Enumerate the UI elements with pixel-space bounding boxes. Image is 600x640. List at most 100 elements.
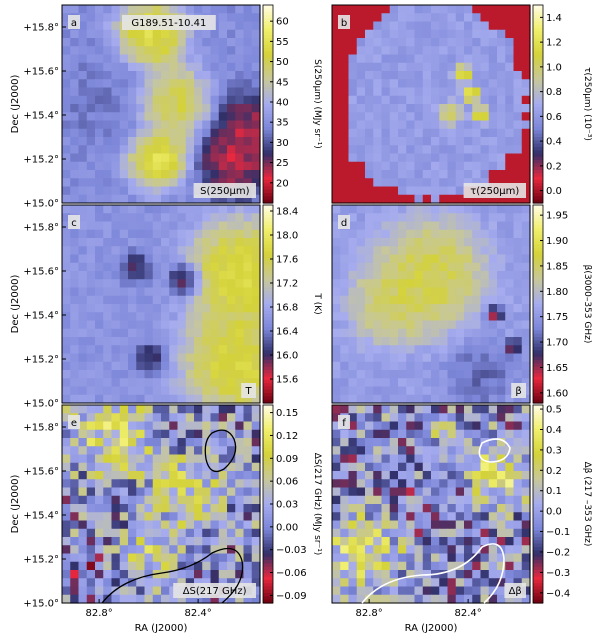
heatmap-cell <box>62 454 71 464</box>
x-axis-label: RA (J2000) <box>135 623 188 634</box>
colorbar-segment <box>533 21 543 26</box>
heatmap-cell <box>62 271 71 280</box>
heatmap-cell <box>202 79 212 89</box>
heatmap-cell <box>521 128 531 138</box>
heatmap-cell <box>389 537 399 546</box>
heatmap-cell <box>177 495 187 505</box>
heatmap-cell <box>497 295 506 305</box>
heatmap-cell <box>365 545 374 555</box>
heatmap-cell <box>62 112 71 122</box>
heatmap-cell <box>103 137 113 146</box>
heatmap-cell <box>505 337 515 346</box>
heatmap-cell <box>356 337 366 346</box>
heatmap-cell <box>62 504 71 513</box>
colorbar-tick-label: 35 <box>276 118 289 129</box>
heatmap-cell <box>86 145 96 155</box>
heatmap-cell <box>447 520 457 530</box>
heatmap-cell <box>161 271 170 280</box>
heatmap-cell <box>356 438 366 447</box>
heatmap-cell <box>373 79 383 89</box>
colorbar-segment <box>533 290 543 295</box>
colorbar-segment <box>533 540 543 545</box>
heatmap-cell <box>439 271 449 280</box>
heatmap-cell <box>194 528 203 538</box>
heatmap-cell <box>480 487 490 497</box>
heatmap-cell <box>128 87 137 97</box>
heatmap-cell <box>398 328 407 338</box>
heatmap-cell <box>348 421 358 431</box>
heatmap-cell <box>439 213 449 223</box>
heatmap-cell <box>169 254 179 264</box>
heatmap-cell <box>381 361 391 371</box>
heatmap-cell <box>447 194 457 204</box>
heatmap-cell <box>422 79 432 89</box>
heatmap-cell <box>210 553 220 563</box>
heatmap-cell <box>480 553 490 563</box>
heatmap-cell <box>497 120 506 130</box>
heatmap-cell <box>235 320 245 330</box>
heatmap-cell <box>185 446 195 456</box>
heatmap-cell <box>95 205 104 214</box>
heatmap-cell <box>78 238 88 247</box>
heatmap-cell <box>439 454 449 464</box>
heatmap-cell <box>86 471 96 480</box>
heatmap-cell <box>202 337 212 346</box>
heatmap-cell <box>194 345 203 355</box>
heatmap-cell <box>227 553 236 563</box>
heatmap-cell <box>497 370 506 379</box>
heatmap-cell <box>447 553 457 563</box>
heatmap-cell <box>422 512 432 522</box>
heatmap-cell <box>169 561 179 571</box>
heatmap-cell <box>177 438 187 447</box>
colorbar-segment <box>263 556 273 561</box>
colorbar-segment <box>533 189 543 194</box>
heatmap-cell <box>472 320 482 330</box>
heatmap-cell <box>422 545 432 555</box>
heatmap-cell <box>251 178 261 188</box>
heatmap-cell <box>235 29 245 39</box>
heatmap-cell <box>202 512 212 522</box>
y-tick-label: +15.8° <box>23 223 59 234</box>
heatmap-cell <box>340 137 350 146</box>
heatmap-cell <box>152 361 162 371</box>
heatmap-cell <box>243 487 253 497</box>
heatmap-cell <box>332 38 341 47</box>
colorbar-segment <box>533 231 543 236</box>
heatmap-cell <box>119 446 129 456</box>
heatmap-cell <box>332 479 341 489</box>
heatmap-cell <box>497 145 506 155</box>
heatmap-cell <box>497 46 506 56</box>
heatmap-cell <box>152 153 162 163</box>
heatmap-cell <box>488 405 498 414</box>
heatmap-cell <box>464 438 473 447</box>
heatmap-cell <box>480 205 490 214</box>
heatmap-cell <box>365 161 374 171</box>
heatmap-cell <box>95 353 104 363</box>
heatmap-cell <box>414 454 424 464</box>
heatmap-cell <box>111 361 121 371</box>
heatmap-cell <box>210 320 220 330</box>
heatmap-cell <box>161 246 170 256</box>
colorbar-segment <box>263 340 273 345</box>
heatmap-cell <box>365 578 374 588</box>
heatmap-cell <box>439 170 449 179</box>
colorbar-segment <box>533 471 543 475</box>
heatmap-cell <box>251 495 261 505</box>
heatmap-cell <box>136 528 146 538</box>
heatmap-cell <box>169 429 179 439</box>
colorbar-tick-label: 0.0 <box>546 507 562 518</box>
heatmap-cell <box>488 545 498 555</box>
colorbar-segment <box>263 113 273 118</box>
heatmap-cell <box>381 205 391 214</box>
heatmap-cell <box>177 137 187 146</box>
heatmap-cell <box>119 345 129 355</box>
heatmap-cell <box>340 462 350 472</box>
heatmap-cell <box>243 578 253 588</box>
heatmap-cell <box>348 254 358 264</box>
heatmap-cell <box>431 487 440 497</box>
heatmap-cell <box>103 586 113 596</box>
heatmap-cell <box>152 561 162 571</box>
heatmap-cell <box>373 328 383 338</box>
heatmap-cell <box>356 54 366 64</box>
heatmap-cell <box>505 205 515 214</box>
